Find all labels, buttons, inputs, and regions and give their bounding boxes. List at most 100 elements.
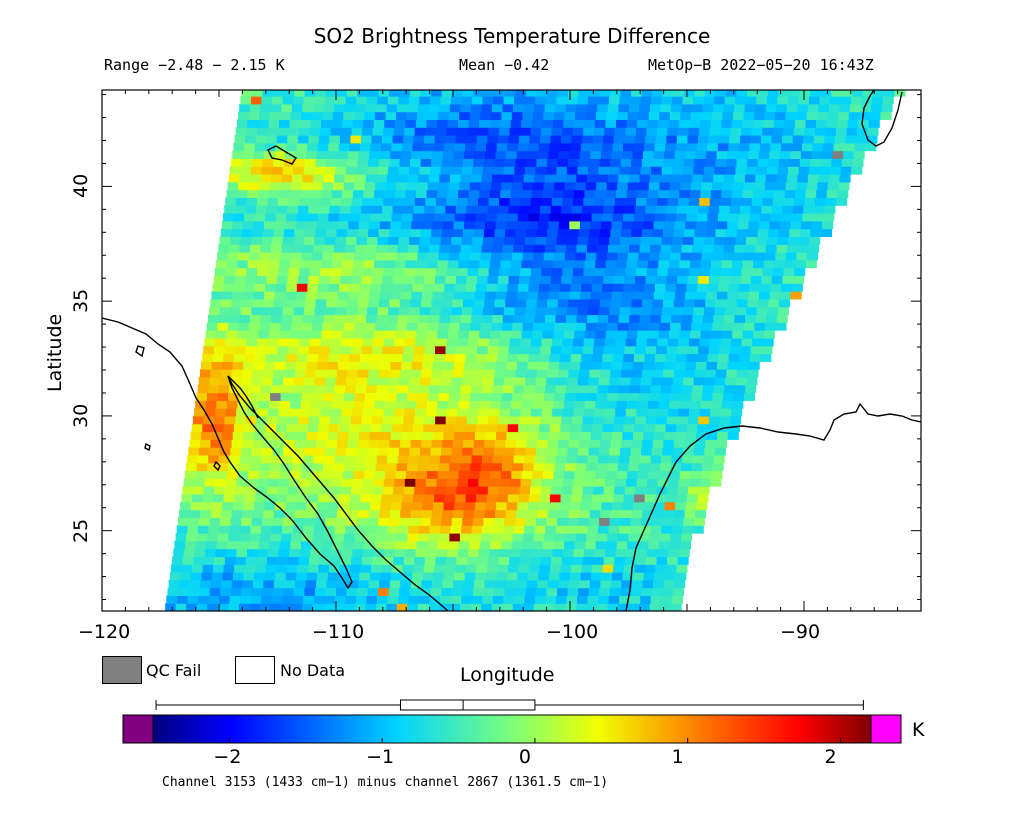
swath-cell bbox=[560, 353, 572, 362]
swath-cell bbox=[246, 197, 258, 206]
swath-cell bbox=[338, 501, 350, 511]
swath-cell bbox=[379, 220, 391, 230]
swath-cell bbox=[315, 158, 327, 167]
swath-cell bbox=[539, 493, 551, 503]
swath-cell bbox=[464, 572, 476, 581]
swath-cell bbox=[635, 486, 647, 495]
swath-cell bbox=[302, 314, 314, 323]
swath-cell bbox=[606, 252, 618, 261]
swath-cell bbox=[639, 384, 651, 394]
swath-cell bbox=[649, 603, 661, 611]
swath-cell bbox=[407, 103, 419, 113]
swath-cell bbox=[741, 267, 753, 276]
swath-cell bbox=[303, 595, 315, 604]
swath-cell bbox=[248, 111, 260, 120]
swath-cell bbox=[513, 384, 525, 394]
swath-cell bbox=[479, 470, 491, 479]
swath-cell bbox=[420, 90, 432, 97]
swath-cell bbox=[376, 314, 388, 323]
swath-cell bbox=[235, 556, 247, 565]
swath-cell bbox=[785, 252, 797, 261]
swath-cell bbox=[370, 353, 382, 362]
swath-cell bbox=[546, 90, 558, 97]
swath-cell bbox=[188, 517, 200, 526]
swath-cell bbox=[789, 228, 801, 237]
swath-cell bbox=[355, 314, 367, 323]
swath-cell bbox=[609, 306, 621, 316]
swath-cell bbox=[390, 501, 402, 511]
swath-cell bbox=[604, 408, 616, 417]
swath-cell bbox=[682, 166, 694, 175]
swath-cell bbox=[565, 462, 577, 472]
swath-cell bbox=[475, 572, 487, 581]
swath-cell bbox=[496, 431, 508, 440]
swath-cell bbox=[761, 205, 773, 214]
swath-cell bbox=[598, 306, 610, 316]
swath-cell bbox=[802, 142, 814, 152]
swath-cell bbox=[577, 595, 589, 604]
swath-cell bbox=[539, 423, 551, 433]
swath-cell bbox=[314, 376, 326, 386]
swath-cell bbox=[483, 228, 495, 237]
swath-cell bbox=[557, 587, 569, 596]
swath-cell bbox=[651, 517, 663, 526]
swath-cell bbox=[414, 486, 426, 495]
swath-cell bbox=[598, 96, 610, 105]
swath-cell bbox=[361, 486, 373, 495]
swath-cell bbox=[300, 189, 312, 198]
swath-cell bbox=[593, 197, 605, 206]
swath-cell bbox=[361, 556, 373, 565]
swath-cell bbox=[380, 361, 392, 370]
swath-cell bbox=[203, 486, 215, 495]
swath-cell bbox=[439, 384, 451, 394]
swath-cell bbox=[350, 205, 362, 214]
swath-cell bbox=[665, 213, 677, 222]
swath-cell bbox=[332, 470, 344, 479]
swath-cell bbox=[239, 174, 251, 183]
swath-cell bbox=[728, 213, 740, 222]
swath-cell bbox=[583, 267, 595, 276]
swath-cell bbox=[451, 447, 463, 456]
swath-cell bbox=[764, 181, 776, 191]
swath-cell bbox=[314, 96, 326, 105]
swath-cell bbox=[595, 330, 607, 339]
swath-cell bbox=[672, 166, 684, 175]
swath-cell bbox=[308, 415, 320, 425]
swath-cell bbox=[237, 470, 249, 479]
swath-cell bbox=[790, 220, 802, 230]
swath-cell bbox=[767, 306, 779, 316]
swath-cell bbox=[233, 353, 245, 362]
swath-cell bbox=[533, 322, 545, 331]
swath-cell bbox=[387, 525, 399, 534]
swath-cell bbox=[609, 376, 621, 386]
swath-cell bbox=[634, 135, 646, 144]
swath-cell bbox=[457, 197, 469, 206]
swath-cell bbox=[595, 470, 607, 479]
swath-cell bbox=[443, 220, 455, 230]
swath-cell bbox=[206, 540, 218, 550]
swath-cell bbox=[365, 603, 377, 611]
swath-cell bbox=[609, 587, 621, 596]
swath-cell bbox=[509, 127, 521, 136]
swath-cell bbox=[465, 493, 477, 503]
swath-cell bbox=[326, 369, 338, 378]
swath-cell bbox=[668, 259, 680, 269]
swath-cell bbox=[814, 127, 826, 136]
swath-cell bbox=[239, 244, 251, 253]
swath-cell bbox=[474, 150, 486, 159]
swath-cell bbox=[388, 447, 400, 456]
swath-cell bbox=[410, 579, 422, 589]
swath-cell bbox=[325, 376, 337, 386]
swath-cell bbox=[541, 197, 553, 206]
swath-cell bbox=[436, 267, 448, 276]
swath-cell bbox=[502, 314, 514, 323]
swath-cell bbox=[319, 556, 331, 565]
swath-cell bbox=[711, 400, 723, 409]
swath-cell bbox=[314, 166, 326, 175]
swath-cell bbox=[563, 189, 575, 198]
swath-cell bbox=[246, 337, 258, 347]
qc-fail-swatch bbox=[102, 656, 142, 684]
swath-cell bbox=[279, 330, 291, 339]
swath-cell bbox=[658, 540, 670, 550]
swath-cell bbox=[408, 96, 420, 105]
